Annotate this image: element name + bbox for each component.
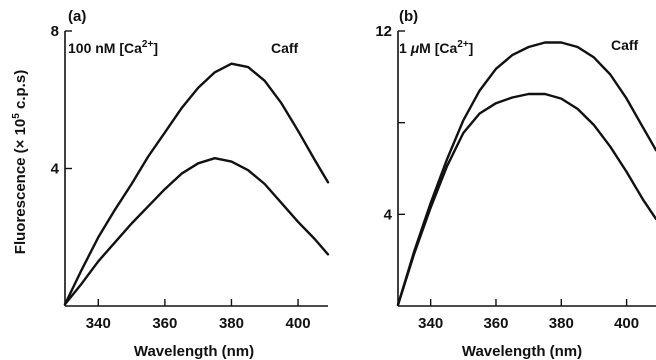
panel-a-curve-2: [63, 157, 330, 306]
panel-b-x-tick-label: 340: [418, 315, 443, 332]
y-axis-title: Fluorescence (× 105 c.p.s): [11, 70, 29, 254]
panel-a-plot: 340 360 380 400 4 8: [51, 23, 330, 332]
panel-b-y-tick-label: 12: [375, 23, 392, 40]
panel-a-y-tick-label: 4: [51, 161, 60, 178]
panel-b-curve-2: [396, 92, 656, 307]
panel-b-x-tick-label: 360: [483, 315, 508, 332]
panel-a-x-tick-label: 380: [219, 315, 244, 332]
panel-a-curve-label: Caff: [271, 40, 299, 56]
panel-b-label: (b): [399, 8, 418, 25]
panel-a-x-axis-title: Wavelength (nm): [134, 343, 254, 360]
panel-a: (a) 100 nM [Ca2+] Caff Wavelength (nm) 3…: [51, 8, 330, 360]
panel-a-x-tick-label: 340: [86, 315, 111, 332]
panel-b-curve-label: Caff: [611, 37, 639, 53]
panel-b-curve-1: [396, 41, 656, 307]
panel-a-concentration: 100 nM [Ca2+]: [68, 39, 158, 56]
panel-b-x-tick-label: 400: [614, 315, 639, 332]
panel-b-x-axis-title: Wavelength (nm): [462, 343, 582, 360]
panel-a-y-tick-label: 8: [51, 23, 59, 40]
panel-b-plot: 340 360 380 400 4 12: [375, 23, 656, 332]
panel-b: (b) 1 μM [Ca2+] Caff Wavelength (nm) 340…: [375, 8, 656, 360]
panel-b-y-tick-label: 4: [384, 206, 393, 223]
panel-a-x-tick-label: 360: [152, 315, 177, 332]
panel-a-label: (a): [68, 8, 86, 25]
panel-a-x-tick-label: 400: [286, 315, 311, 332]
panel-b-x-tick-label: 380: [549, 315, 574, 332]
panel-a-curve-1: [63, 62, 330, 306]
panel-b-concentration: 1 μM [Ca2+]: [399, 39, 473, 56]
